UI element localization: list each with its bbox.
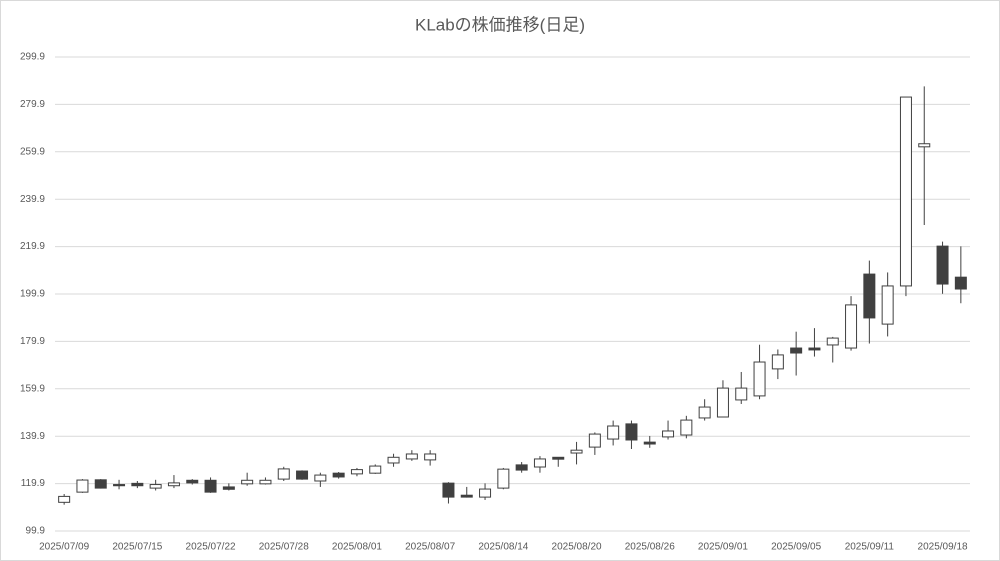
- candle-body: [222, 486, 235, 490]
- y-tick-label: 219.9: [20, 241, 45, 252]
- candle-body: [826, 337, 839, 346]
- candle-body: [735, 387, 748, 401]
- candle-body: [479, 488, 492, 498]
- candle-body: [405, 453, 418, 460]
- x-tick-label: 2025/08/07: [405, 542, 455, 553]
- candle-body: [698, 406, 711, 419]
- candle-body: [204, 479, 217, 493]
- candle-body: [808, 347, 821, 351]
- candle-body: [296, 470, 309, 480]
- candle-body: [643, 441, 656, 445]
- x-tick-label: 2025/09/01: [698, 542, 748, 553]
- x-tick-label: 2025/09/11: [845, 542, 895, 553]
- candle-body: [771, 354, 784, 370]
- candle-body: [680, 419, 693, 436]
- candle-body: [387, 456, 400, 464]
- candle-body: [570, 449, 583, 454]
- candle-body: [881, 285, 894, 325]
- x-tick-label: 2025/07/15: [112, 542, 162, 553]
- candle-body: [369, 465, 382, 474]
- candle-body: [241, 479, 254, 485]
- candle-body: [94, 479, 107, 489]
- candle-body: [497, 468, 510, 489]
- y-tick-label: 259.9: [20, 146, 45, 157]
- candle-body: [113, 484, 126, 487]
- x-tick-label: 2025/08/01: [332, 542, 382, 553]
- candle-body: [863, 273, 876, 319]
- x-tick-label: 2025/07/22: [186, 542, 236, 553]
- candle-body: [442, 482, 455, 498]
- x-tick-label: 2025/08/26: [625, 542, 675, 553]
- y-tick-label: 139.9: [20, 431, 45, 442]
- x-tick-label: 2025/08/20: [552, 542, 602, 553]
- candle-body: [259, 479, 272, 485]
- candle-body: [753, 361, 766, 397]
- candle-body: [131, 482, 144, 487]
- candle-body: [662, 430, 675, 438]
- y-tick-label: 119.9: [21, 478, 46, 489]
- candle-body: [76, 479, 89, 493]
- candle-body: [58, 495, 71, 503]
- x-tick-label: 2025/09/18: [918, 542, 968, 553]
- candle-body: [332, 472, 345, 478]
- candle-body: [899, 96, 912, 287]
- x-tick-label: 2025/09/05: [771, 542, 821, 553]
- x-tick-label: 2025/07/09: [39, 542, 89, 553]
- y-tick-label: 179.9: [20, 336, 45, 347]
- y-tick-label: 199.9: [20, 289, 45, 300]
- y-tick-label: 159.9: [20, 383, 45, 394]
- candle-body: [533, 458, 546, 468]
- candle-body: [607, 425, 620, 440]
- candle-body: [186, 479, 199, 484]
- candle-body: [350, 469, 363, 475]
- x-tick-label: 2025/08/14: [478, 542, 528, 553]
- y-tick-label: 279.9: [20, 99, 45, 110]
- candle-body: [552, 456, 565, 460]
- y-tick-label: 299.9: [20, 52, 45, 63]
- candle-body: [845, 304, 858, 349]
- candle-body: [716, 387, 729, 418]
- candle-body: [167, 482, 180, 487]
- x-tick-label: 2025/07/28: [259, 542, 309, 553]
- candle-body: [460, 494, 473, 498]
- candle-body: [625, 423, 638, 441]
- candle-body: [790, 347, 803, 354]
- candle-body: [515, 464, 528, 471]
- y-tick-label: 99.9: [26, 526, 46, 537]
- candle-body: [918, 143, 931, 148]
- candle-body: [588, 433, 601, 448]
- candle-body: [314, 474, 327, 482]
- chart-title: KLabの株価推移(日足): [415, 15, 585, 34]
- candle-body: [424, 453, 437, 461]
- candle-body: [277, 468, 290, 480]
- candle-body: [954, 276, 967, 290]
- candle-body: [149, 484, 162, 489]
- y-tick-label: 239.9: [20, 194, 45, 205]
- candle-body: [936, 245, 949, 285]
